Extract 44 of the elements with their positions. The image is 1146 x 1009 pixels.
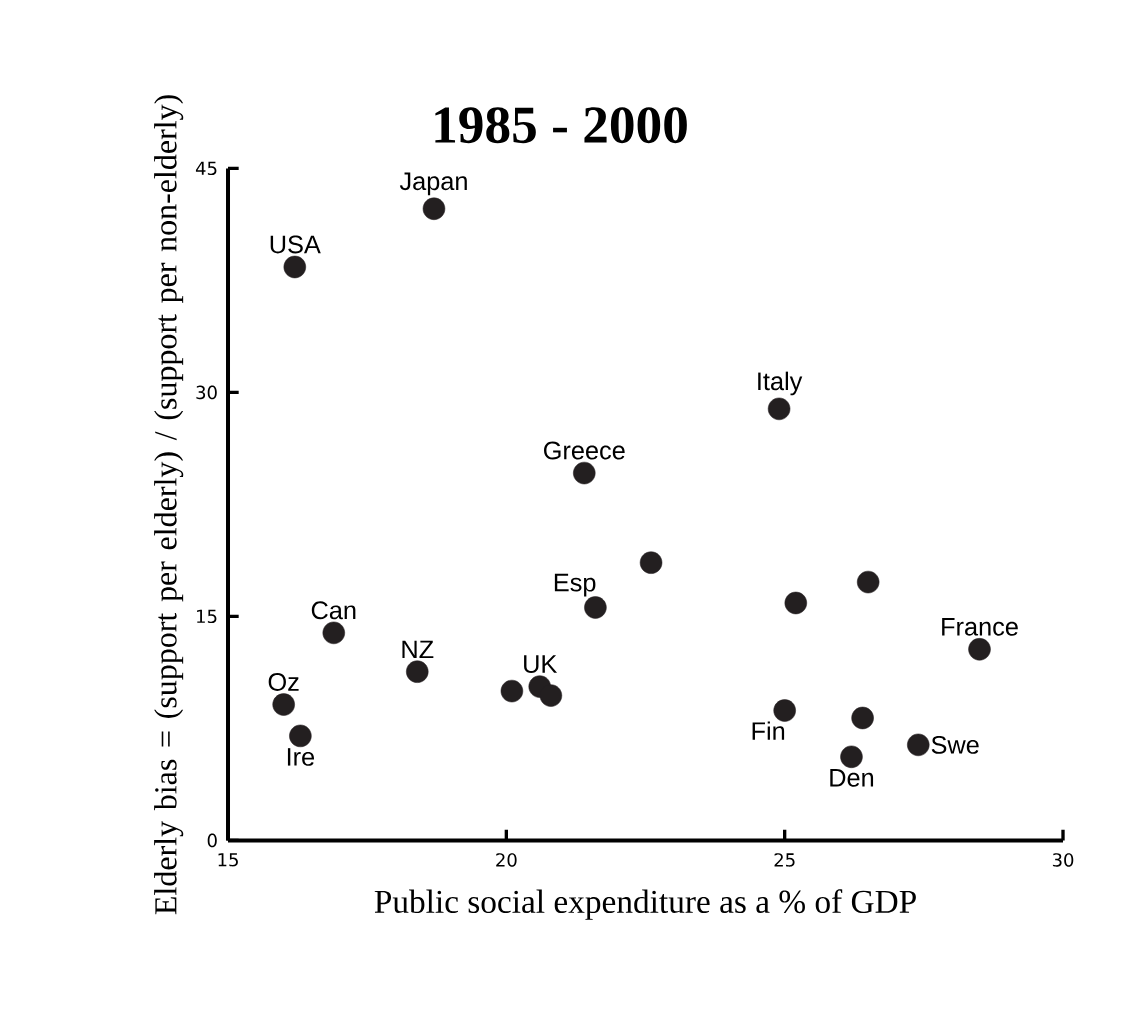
- point: [639, 551, 663, 574]
- annotation: Den: [830, 769, 874, 787]
- x-tick-label: 25: [774, 853, 795, 867]
- chart-title: 1985 - 2000: [435, 107, 687, 144]
- annotation: USA: [270, 235, 321, 254]
- annotation: Japan: [399, 172, 467, 196]
- point: [773, 699, 796, 722]
- x-axis-title: Public social expenditure as a % of GDP: [374, 889, 916, 920]
- annotation: Ire: [287, 748, 315, 766]
- annotation: UK: [524, 655, 558, 674]
- y-tick-label: 0: [207, 833, 217, 848]
- x-tick-label: 20: [496, 853, 517, 867]
- point: [573, 461, 596, 485]
- annotation: Swe: [931, 735, 979, 754]
- point: [322, 621, 345, 645]
- point: [272, 693, 295, 716]
- annotation: Esp: [554, 573, 596, 597]
- y-tick-label: 45: [195, 161, 217, 176]
- annotation: Oz: [268, 673, 299, 692]
- point: [851, 706, 874, 730]
- point: [289, 724, 312, 748]
- y-tick-label: 30: [196, 385, 217, 400]
- point: [584, 596, 607, 619]
- annotation: NZ: [402, 640, 434, 659]
- point: [539, 684, 563, 707]
- point: [406, 660, 429, 683]
- annotation: France: [942, 618, 1018, 636]
- annotation: Fin: [752, 721, 785, 740]
- point: [907, 733, 930, 757]
- point: [767, 397, 791, 421]
- y-axis-title: Elderly bias = (support per elderly) / (support per non-elderly): [154, 95, 184, 915]
- x-tick-label: 15: [218, 853, 238, 867]
- point: [784, 591, 808, 615]
- point: [856, 570, 880, 594]
- annotation: Can: [311, 601, 356, 620]
- point: [500, 679, 524, 703]
- point: [422, 197, 446, 221]
- point: [840, 745, 863, 769]
- x-tick-label: 30: [1052, 853, 1074, 867]
- point: [968, 638, 991, 661]
- point: [283, 255, 307, 279]
- annotation: Italy: [758, 371, 803, 396]
- annotation: Greece: [544, 441, 625, 460]
- y-tick-label: 15: [197, 609, 217, 624]
